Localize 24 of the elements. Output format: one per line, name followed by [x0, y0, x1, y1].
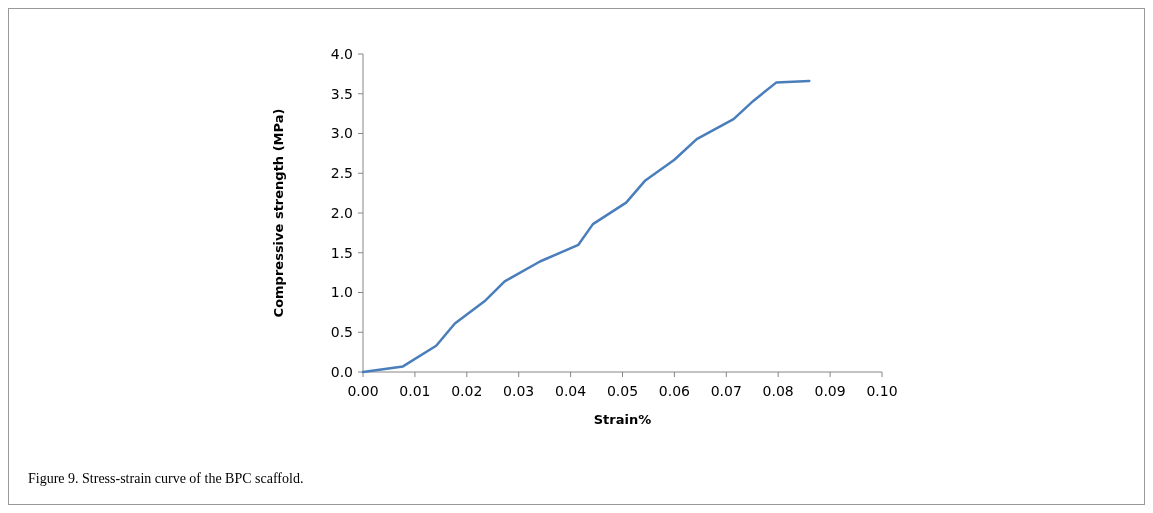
y-tick-label: 1.5	[330, 244, 353, 261]
y-tick-label: 2.0	[330, 204, 353, 221]
x-tick-label: 0.02	[451, 383, 483, 399]
x-tick-label: 0.09	[814, 383, 846, 399]
caption: Figure 9. Stress-strain curve of the BPC scaffold.	[28, 471, 304, 486]
y-tick-label: 2.5	[330, 165, 353, 182]
y-tick-label: 4.0	[330, 45, 353, 62]
x-tick-label: 0.05	[606, 383, 639, 399]
x-tick-label: 0.07	[710, 383, 742, 399]
x-tick-label: 0.10	[866, 383, 898, 399]
y-tick-label: 0.0	[330, 363, 353, 380]
y-tick-label: 3.0	[330, 125, 353, 142]
y-tick-label: 3.5	[330, 85, 353, 102]
y-tick-label: 0.5	[330, 324, 353, 341]
y-axis-title: Compressive strength (MPa)	[271, 108, 286, 318]
y-tick-label: 1.0	[330, 284, 353, 301]
x-axis-title: Strain%	[593, 412, 652, 427]
x-tick-label: 0.00	[347, 383, 379, 399]
x-tick-label: 0.06	[658, 383, 691, 399]
x-tick-label: 0.08	[762, 383, 794, 399]
x-tick-label: 0.01	[399, 383, 431, 399]
x-tick-label: 0.04	[555, 383, 587, 399]
line-series	[361, 79, 811, 374]
x-tick-label: 0.03	[503, 383, 535, 399]
